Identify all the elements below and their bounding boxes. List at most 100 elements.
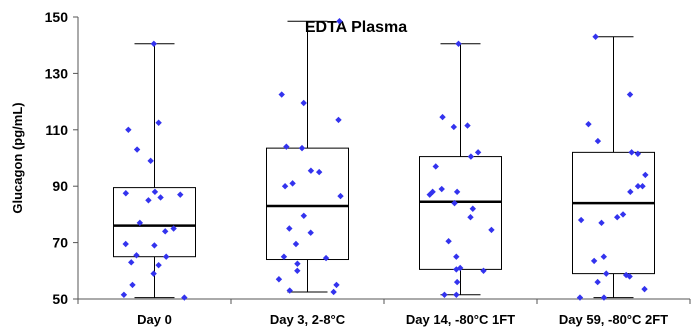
data-point [642, 171, 649, 179]
data-point [450, 123, 458, 131]
y-tick-label: 150 [45, 9, 69, 25]
data-point [594, 137, 602, 145]
plot-area: 50 70 90 110 130 150 Day 0 Day 3, 2-8°C Day 14, … [45, 9, 691, 327]
data-point [155, 119, 162, 126]
data-point [467, 214, 474, 221]
data-point [445, 237, 452, 245]
box-iqr [419, 156, 502, 270]
data-point [129, 281, 136, 289]
data-point [278, 91, 285, 98]
data-point [151, 188, 159, 196]
data-point [598, 219, 605, 227]
data-point [157, 194, 164, 201]
data-point [464, 122, 471, 129]
data-point [307, 167, 315, 174]
y-axis-title: Glucagon (pg/mL) [10, 102, 25, 213]
data-point [426, 191, 433, 198]
data-point [626, 273, 633, 280]
data-point [453, 291, 460, 298]
data-point [590, 257, 598, 265]
data-point [619, 211, 627, 218]
data-point [438, 185, 445, 193]
data-point [300, 212, 308, 220]
data-point [603, 270, 610, 277]
data-point [125, 126, 132, 133]
data-point [122, 240, 129, 248]
data-point [120, 291, 128, 298]
data-point [600, 294, 608, 301]
data-point [307, 229, 314, 236]
data-point [429, 188, 436, 196]
data-point [467, 153, 475, 160]
data-point [300, 99, 307, 107]
data-point [337, 192, 344, 200]
data-point [177, 191, 184, 198]
data-point [453, 266, 460, 273]
data-point [150, 40, 158, 47]
data-point [151, 242, 158, 249]
box-iqr [572, 151, 655, 275]
chart-title: EDTA Plasma [305, 19, 407, 36]
data-point [330, 288, 337, 296]
data-point [594, 278, 601, 286]
data-point [639, 183, 646, 190]
data-point [453, 188, 461, 196]
data-point [628, 149, 635, 156]
data-point [634, 183, 642, 190]
y-tick-label: 130 [45, 65, 69, 81]
data-point [634, 150, 642, 157]
data-point [469, 205, 477, 212]
data-point [335, 116, 342, 124]
data-point [162, 228, 169, 235]
x-tick-label: Day 14, -80°C 1FT [406, 312, 515, 327]
data-point [280, 253, 288, 260]
data-point [474, 149, 482, 156]
data-point [439, 113, 446, 121]
data-point [455, 40, 462, 47]
data-point [170, 225, 177, 232]
data-point [315, 168, 323, 176]
data-point [286, 287, 293, 294]
data-point [627, 188, 634, 196]
data-point [289, 180, 296, 187]
data-point [292, 240, 300, 248]
data-point [432, 163, 439, 170]
data-point [453, 278, 461, 286]
data-point [145, 197, 152, 204]
data-point [592, 33, 599, 40]
data-point [585, 120, 592, 128]
data-point [626, 91, 634, 98]
data-point [133, 252, 140, 259]
data-point [453, 253, 460, 260]
data-point [294, 260, 301, 267]
data-point [294, 267, 301, 274]
data-point [451, 199, 458, 207]
data-point [136, 219, 144, 227]
data-point [128, 259, 135, 266]
data-point [441, 291, 448, 298]
data-point [336, 18, 343, 25]
y-tick-label: 110 [45, 122, 68, 138]
data-point [122, 190, 130, 197]
x-tick-label: Day 59, -80°C 2FT [559, 312, 668, 327]
data-point [576, 294, 584, 301]
data-point [333, 281, 340, 289]
y-tick-label: 90 [52, 178, 68, 194]
data-point [322, 254, 330, 262]
y-tick-label: 50 [52, 291, 68, 307]
box-iqr [266, 147, 349, 261]
data-point [298, 144, 306, 152]
data-point [488, 226, 495, 234]
data-point [181, 294, 188, 301]
box-iqr [113, 187, 196, 258]
data-point [286, 225, 293, 232]
data-point [600, 253, 608, 260]
data-point [155, 261, 162, 269]
data-point [614, 214, 621, 221]
data-point [162, 253, 170, 260]
data-point [147, 157, 154, 165]
data-point [283, 143, 290, 150]
data-point [150, 270, 157, 277]
data-point [275, 276, 283, 283]
